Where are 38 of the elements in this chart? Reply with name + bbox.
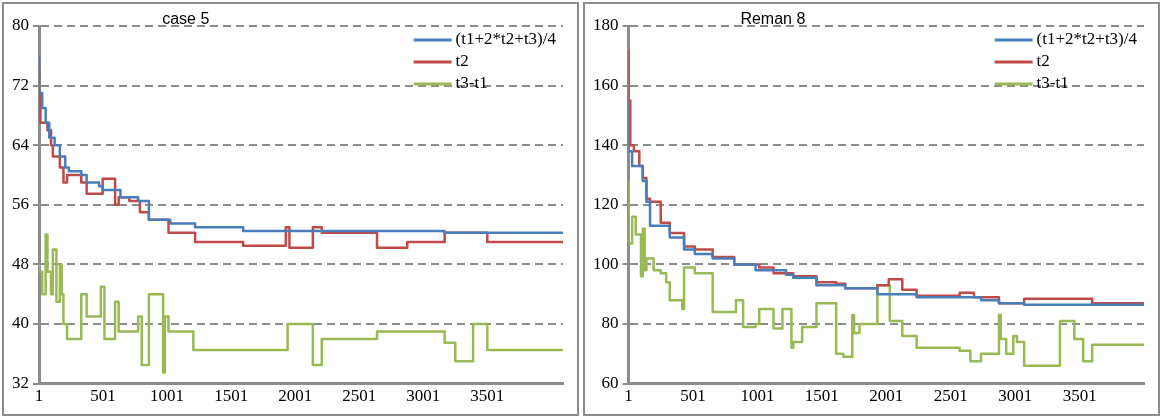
y-tick-label: 140 <box>593 134 619 154</box>
x-tick-label: 2001 <box>869 386 904 406</box>
x-tick-label: 2501 <box>933 386 968 406</box>
legend-label: t3-t1 <box>1036 73 1069 93</box>
x-tick-label: 3501 <box>470 386 505 406</box>
x-tick-label: 1501 <box>804 386 839 406</box>
y-tick-label: 120 <box>593 194 619 214</box>
x-tick-label: 501 <box>680 386 706 406</box>
y-tick-label: 64 <box>12 134 30 154</box>
y-tick-label: 40 <box>12 313 29 333</box>
y-tick-label: 32 <box>12 373 29 393</box>
y-tick-label: 100 <box>593 253 619 273</box>
legend-label: t3-t1 <box>455 73 488 93</box>
y-tick-label: 180 <box>593 15 619 35</box>
x-tick-label: 1 <box>624 386 633 406</box>
x-tick-label: 2501 <box>342 386 377 406</box>
legend-label: t2 <box>1036 51 1050 71</box>
y-tick-label: 56 <box>12 194 29 214</box>
x-tick-label: 501 <box>90 386 116 406</box>
x-tick-label: 3501 <box>1062 386 1097 406</box>
y-tick-label: 160 <box>593 75 619 95</box>
chart-title: Reman 8 <box>740 10 806 28</box>
legend-label: t2 <box>455 51 469 71</box>
legend-label: (t1+2*t2+t3)/4 <box>455 29 557 49</box>
x-tick-label: 2001 <box>278 386 313 406</box>
y-tick-label: 60 <box>601 373 619 393</box>
y-tick-label: 48 <box>12 253 29 273</box>
x-tick-label: 3001 <box>998 386 1033 406</box>
legend-label: (t1+2*t2+t3)/4 <box>1036 29 1138 49</box>
x-tick-label: 3001 <box>406 386 441 406</box>
chart-title: case 5 <box>162 10 210 28</box>
y-tick-label: 72 <box>12 75 29 95</box>
y-tick-label: 80 <box>12 15 29 35</box>
x-tick-label: 1001 <box>740 386 775 406</box>
x-tick-label: 1001 <box>150 386 185 406</box>
x-tick-label: 1 <box>34 386 44 406</box>
y-tick-label: 80 <box>601 313 619 333</box>
x-tick-label: 1501 <box>214 386 249 406</box>
